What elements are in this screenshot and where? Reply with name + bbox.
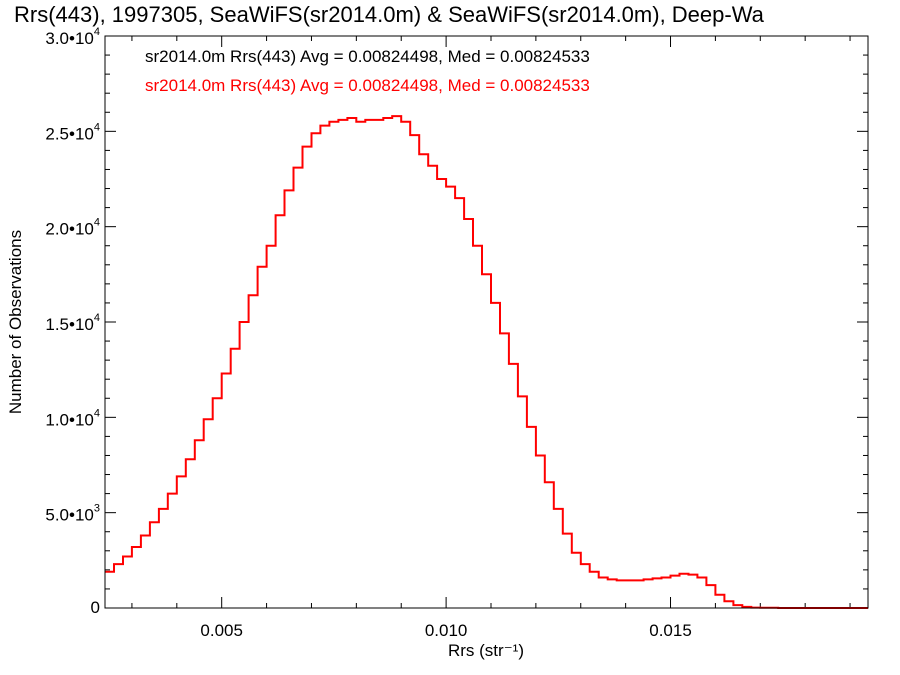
chart-title: Rrs(443), 1997305, SeaWiFS(sr2014.0m) & … (14, 2, 765, 27)
x-tick-label: 0.010 (425, 621, 468, 640)
stats-annotations: sr2014.0m Rrs(443) Avg = 0.00824498, Med… (145, 47, 590, 95)
y-tick-label: 3.0•104 (45, 26, 100, 48)
y-tick-label: 5.0•103 (45, 503, 100, 525)
y-axis: 0 5.0•103 1.0•104 1.5•104 2.0•104 2.5•104 3.0•… (45, 26, 868, 617)
y-tick-label: 2.5•104 (45, 121, 100, 143)
y-tick-label: 1.0•104 (45, 407, 100, 429)
y-axis-label: Number of Observations (6, 230, 25, 414)
x-axis: 0.005 0.010 0.015 (131, 36, 851, 640)
y-tick-label: 2.0•104 (45, 217, 100, 239)
x-tick-label: 0.005 (200, 621, 243, 640)
y-tick-label: 0 (91, 598, 100, 617)
stats-annotation-line: sr2014.0m Rrs(443) Avg = 0.00824498, Med… (145, 76, 590, 95)
plot-frame (104, 35, 869, 609)
histogram-series-line (105, 115, 868, 609)
x-axis-label: Rrs (str⁻¹) (448, 641, 524, 660)
y-tick-label: 1.5•104 (45, 312, 100, 334)
x-tick-label: 0.015 (649, 621, 692, 640)
stats-annotation-line: sr2014.0m Rrs(443) Avg = 0.00824498, Med… (145, 47, 590, 66)
